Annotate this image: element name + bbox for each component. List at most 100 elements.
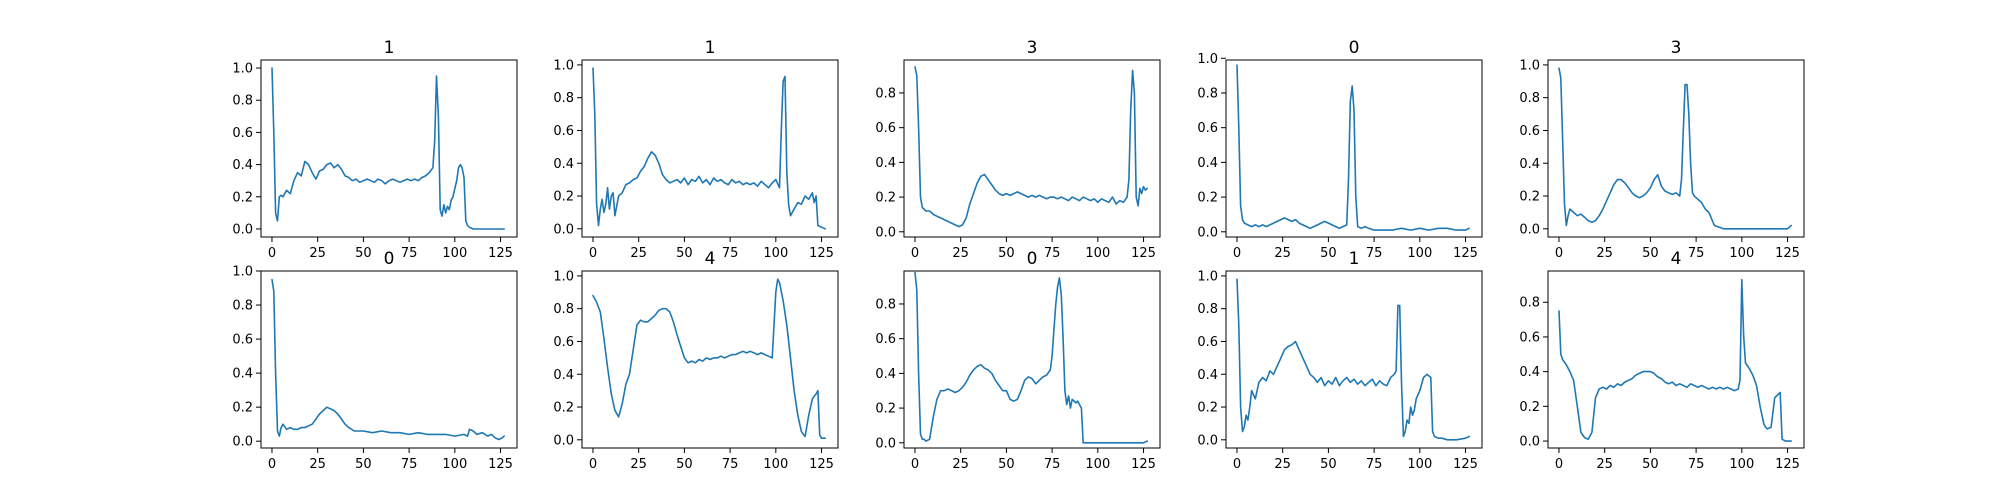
x-tick-label: 125 [1453, 246, 1478, 261]
axes-frame [581, 270, 839, 449]
x-tick-label: 125 [1131, 457, 1156, 472]
subplot-title: 0 [1349, 38, 1360, 58]
y-tick-label: 0.2 [232, 401, 253, 416]
x-tick-label: 25 [309, 457, 326, 472]
x-tick-label: 100 [1085, 457, 1110, 472]
y-tick-label: 0.4 [1197, 368, 1218, 383]
x-tick-label: 100 [1085, 246, 1110, 261]
x-tick-label: 0 [1555, 457, 1563, 472]
x-tick-label: 75 [1044, 457, 1061, 472]
series-line [271, 67, 506, 230]
subplot-title: 0 [384, 249, 395, 269]
y-tick-label: 0.2 [553, 401, 574, 416]
y-tick-label: 0.6 [875, 332, 896, 347]
x-tick-label: 25 [309, 246, 326, 261]
x-tick-label: 100 [1407, 246, 1432, 261]
y-tick-label: 0.6 [553, 124, 574, 139]
x-tick-label: 50 [1642, 457, 1659, 472]
y-tick-label: 0.4 [1197, 156, 1218, 171]
y-tick-label: 0.4 [553, 368, 574, 383]
x-tick-label: 125 [1453, 457, 1478, 472]
y-tick-label: 0.0 [1519, 435, 1540, 450]
subplot-title: 1 [1349, 249, 1360, 269]
y-tick-label: 1.0 [553, 58, 574, 73]
subplot-title: 3 [1027, 38, 1038, 58]
y-tick-label: 0.2 [1197, 191, 1218, 206]
y-tick-label: 0.6 [1519, 124, 1540, 139]
y-tick-label: 0.8 [553, 302, 574, 317]
axes-frame [260, 270, 518, 449]
y-tick-label: 0.0 [553, 433, 574, 448]
y-tick-label: 0.6 [232, 333, 253, 348]
subplot-title: 1 [705, 38, 716, 58]
y-tick-label: 0.4 [232, 158, 253, 173]
x-tick-label: 100 [442, 246, 467, 261]
x-tick-label: 50 [676, 246, 693, 261]
series-line [1558, 67, 1792, 230]
y-tick-label: 0.8 [232, 299, 253, 314]
x-tick-label: 75 [722, 246, 739, 261]
x-tick-label: 75 [1366, 457, 1383, 472]
subplot-10: 0 25 50 75 100 125 0.0 0.2 0.4 0.6 0.8 4 [1519, 249, 1805, 472]
series-line [914, 271, 1148, 444]
y-tick-label: 0.2 [1519, 400, 1540, 415]
series-line [1236, 64, 1470, 231]
y-tick-label: 0.8 [1197, 302, 1218, 317]
y-tick-label: 1.0 [232, 265, 253, 280]
y-tick-label: 0.0 [1519, 222, 1540, 237]
y-tick-label: 1.0 [1519, 58, 1540, 73]
x-tick-label: 125 [1775, 457, 1800, 472]
y-tick-label: 0.0 [232, 222, 253, 237]
subplot-2: 0 25 50 75 100 125 0.0 0.2 0.4 0.6 0.8 1.0 1 [553, 38, 839, 261]
x-tick-label: 100 [1729, 457, 1754, 472]
x-tick-label: 75 [1688, 246, 1705, 261]
y-tick-label: 0.0 [1197, 433, 1218, 448]
x-tick-label: 25 [1596, 457, 1613, 472]
y-tick-label: 0.6 [553, 335, 574, 350]
x-tick-label: 25 [630, 246, 647, 261]
x-tick-label: 125 [1775, 246, 1800, 261]
y-tick-label: 0.2 [875, 402, 896, 417]
y-tick-label: 0.2 [1197, 401, 1218, 416]
x-tick-label: 25 [952, 457, 969, 472]
x-tick-label: 50 [1320, 457, 1337, 472]
x-tick-label: 100 [442, 457, 467, 472]
subplot-title: 4 [705, 249, 716, 269]
y-tick-label: 0.8 [875, 297, 896, 312]
x-tick-label: 25 [952, 246, 969, 261]
x-tick-label: 50 [1320, 246, 1337, 261]
x-tick-label: 125 [488, 246, 513, 261]
x-tick-label: 0 [1555, 246, 1563, 261]
y-tick-label: 0.2 [875, 191, 896, 206]
series-line [271, 278, 506, 441]
y-tick-label: 0.0 [875, 225, 896, 240]
series-line [592, 67, 827, 230]
x-tick-label: 0 [1233, 246, 1241, 261]
y-tick-label: 1.0 [553, 269, 574, 284]
y-tick-label: 0.4 [875, 367, 896, 382]
y-tick-label: 0.8 [1519, 91, 1540, 106]
y-tick-label: 0.6 [1197, 121, 1218, 136]
x-tick-label: 100 [1407, 457, 1432, 472]
x-tick-label: 75 [1688, 457, 1705, 472]
axes-frame [581, 59, 839, 238]
subplot-7: 0 25 50 75 100 125 0.0 0.2 0.4 0.6 0.8 1.0 4 [553, 249, 839, 472]
subplot-title: 4 [1671, 249, 1682, 269]
y-tick-label: 1.0 [232, 62, 253, 77]
x-tick-label: 50 [1642, 246, 1659, 261]
y-tick-label: 0.8 [232, 94, 253, 109]
subplot-5: 0 25 50 75 100 125 0.0 0.2 0.4 0.6 0.8 1.0 3 [1519, 38, 1805, 261]
x-tick-label: 75 [1366, 246, 1383, 261]
x-tick-label: 0 [911, 457, 919, 472]
axes-frame [903, 59, 1161, 238]
subplot-8: 0 25 50 75 100 125 0.0 0.2 0.4 0.6 0.8 0 [875, 249, 1161, 472]
y-tick-label: 0.4 [1519, 157, 1540, 172]
x-tick-label: 125 [488, 457, 513, 472]
y-tick-label: 0.6 [875, 121, 896, 136]
x-tick-label: 0 [1233, 457, 1241, 472]
x-tick-label: 125 [809, 246, 834, 261]
x-tick-label: 25 [1274, 246, 1291, 261]
subplot-6: 0 25 50 75 100 125 0.0 0.2 0.4 0.6 0.8 1.0 0 [232, 249, 518, 472]
y-tick-label: 0.2 [1519, 190, 1540, 205]
x-tick-label: 100 [763, 457, 788, 472]
